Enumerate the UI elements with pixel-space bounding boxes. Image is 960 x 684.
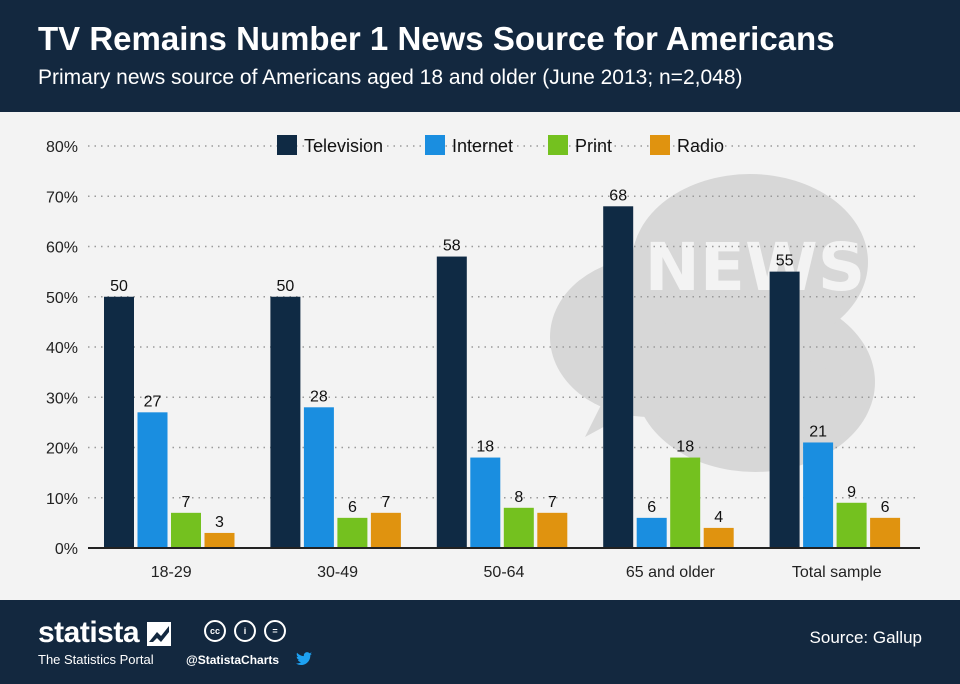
y-tick-label: 60%: [46, 240, 78, 257]
data-label: 7: [381, 494, 390, 511]
bar: [337, 517, 368, 548]
data-label: 6: [881, 499, 890, 516]
statista-logo-icon: [147, 622, 171, 646]
bar: [370, 512, 401, 548]
bars: [104, 206, 901, 549]
data-label: 50: [110, 278, 128, 295]
chart-title: TV Remains Number 1 News Source for Amer…: [38, 20, 835, 57]
y-tick-label: 0%: [55, 541, 78, 558]
twitter-icon[interactable]: [296, 652, 312, 666]
bar: [104, 296, 134, 548]
source-label: Source: Gallup: [809, 628, 922, 647]
header: TV Remains Number 1 News Source for Amer…: [0, 0, 960, 112]
data-label: 6: [647, 499, 656, 516]
bar: [503, 507, 534, 548]
legend: Television Internet Print Radio: [277, 135, 724, 156]
bar: [803, 442, 834, 548]
y-tick-label: 10%: [46, 491, 78, 508]
data-label: 58: [443, 238, 461, 255]
x-tick-label: 18-29: [151, 564, 192, 581]
bar: [171, 512, 201, 548]
bar: [270, 296, 301, 548]
legend-swatch: [277, 135, 297, 155]
statista-logo[interactable]: statista: [38, 616, 140, 649]
x-tick-label: 50-64: [484, 564, 525, 581]
bar: [703, 527, 734, 548]
data-label: 27: [144, 393, 162, 410]
bar: [137, 412, 168, 548]
bar: [769, 271, 800, 548]
data-label: 21: [809, 423, 827, 440]
y-tick-label: 30%: [46, 390, 78, 407]
x-tick-label: 65 and older: [626, 564, 716, 581]
creative-commons-icon[interactable]: cc: [204, 620, 226, 642]
data-label: 18: [676, 439, 694, 456]
chart-subtitle: Primary news source of Americans aged 18…: [38, 66, 743, 89]
y-tick-label: 20%: [46, 441, 78, 458]
data-label: 68: [609, 187, 627, 204]
bar: [636, 517, 667, 548]
data-label: 7: [182, 494, 191, 511]
legend-label: Television: [304, 136, 383, 156]
legend-label: Radio: [677, 136, 724, 156]
data-label: 28: [310, 388, 328, 405]
y-tick-label: 50%: [46, 290, 78, 307]
data-label: 4: [714, 509, 723, 526]
x-tick-label: Total sample: [792, 564, 882, 581]
bar: [303, 407, 334, 548]
x-axis-tick-labels: 18-29 30-49 50-64 65 and older Total sample: [151, 564, 882, 581]
bar: [836, 502, 867, 548]
y-axis-tick-labels: 0% 10% 20% 30% 40% 50% 60% 70% 80%: [46, 139, 78, 558]
legend-swatch: [650, 135, 670, 155]
data-label: 8: [514, 489, 523, 506]
data-label: 50: [277, 278, 295, 295]
data-label: 6: [348, 499, 357, 516]
legend-swatch: [425, 135, 445, 155]
data-labels: 50 27 7 3 50 28 6 7 58 18 8 7 68 6 18 4 55 21 9 6: [110, 187, 890, 531]
bar: [537, 512, 568, 548]
no-derivatives-icon[interactable]: =: [264, 620, 286, 642]
data-label: 55: [776, 253, 794, 270]
x-tick-label: 30-49: [317, 564, 358, 581]
y-tick-label: 40%: [46, 340, 78, 357]
bar: [204, 532, 235, 548]
legend-label: Print: [575, 136, 612, 156]
news-graphic-text: NEWS: [645, 229, 866, 306]
gridlines: [88, 145, 920, 499]
legend-swatch: [548, 135, 568, 155]
data-label: 3: [215, 514, 224, 531]
bar: [603, 206, 634, 549]
data-label: 7: [548, 494, 557, 511]
bar: [470, 457, 501, 548]
bar-chart: NEWS 0%10%20%30%40%50%60%70%80% 50277350…: [46, 135, 920, 581]
attribution-icon[interactable]: i: [234, 620, 256, 642]
y-tick-label: 80%: [46, 139, 78, 156]
y-tick-label: 70%: [46, 189, 78, 206]
data-label: 9: [847, 484, 856, 501]
data-label: 18: [476, 439, 494, 456]
bar: [436, 256, 467, 548]
tagline: The Statistics Portal: [38, 652, 154, 667]
plot-area: NEWS 0% 10% 20% 30% 40% 50% 60% 70% 80% 50 27 7 3 50…: [0, 112, 960, 600]
bar: [670, 457, 701, 548]
twitter-handle[interactable]: @StatistaCharts: [186, 653, 280, 667]
footer: statista The Statistics Portal cc i = @S…: [0, 600, 960, 684]
bar: [870, 517, 901, 548]
legend-label: Internet: [452, 136, 513, 156]
